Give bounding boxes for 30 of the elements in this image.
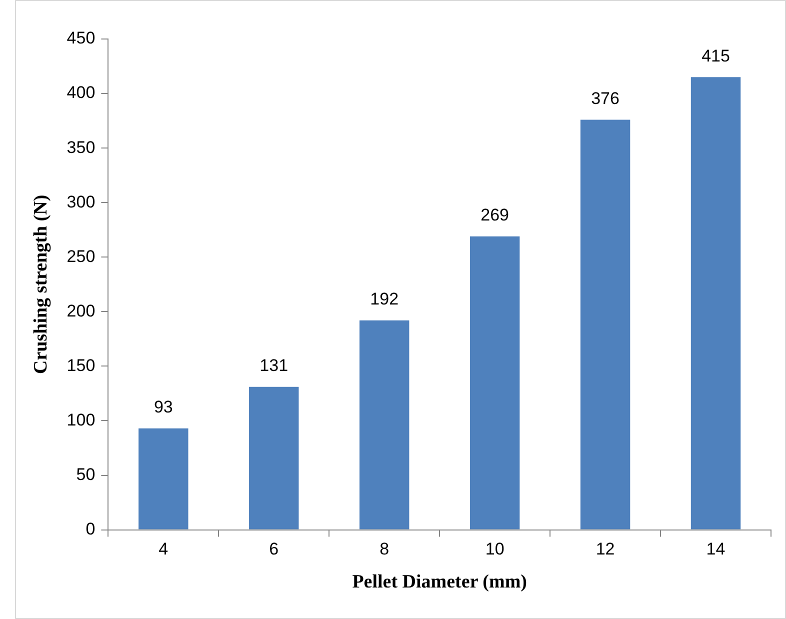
x-axis-title: Pellet Diameter (mm) [352, 572, 527, 593]
x-tick-label: 8 [380, 540, 390, 559]
y-tick-label: 0 [86, 519, 96, 538]
bar [470, 236, 520, 530]
bar [249, 386, 299, 530]
y-tick-label: 400 [66, 83, 96, 102]
y-axis-title: Crushing strength (N) [30, 194, 52, 374]
y-tick-label: 100 [66, 410, 96, 430]
y-tick-label: 450 [66, 28, 96, 48]
x-tick-label: 10 [485, 540, 504, 559]
data-label: 192 [370, 290, 399, 309]
x-tick-label: 6 [269, 540, 279, 559]
x-tick-label: 4 [158, 540, 168, 559]
x-tick-label: 14 [706, 540, 726, 559]
data-label: 131 [260, 356, 288, 376]
x-tick-label: 12 [596, 540, 615, 559]
bar [138, 428, 188, 530]
data-label: 376 [591, 88, 620, 108]
bar [690, 77, 741, 530]
bar [359, 320, 410, 530]
y-tick-label: 350 [66, 138, 96, 157]
data-label: 93 [154, 398, 173, 417]
y-tick-label: 300 [66, 192, 96, 212]
bar [580, 120, 630, 530]
y-tick-label: 200 [66, 301, 96, 320]
data-label: 269 [480, 206, 510, 225]
data-label: 415 [702, 46, 730, 66]
y-tick-label: 150 [66, 356, 96, 375]
y-tick-label: 250 [66, 246, 96, 266]
y-tick-label: 50 [76, 464, 96, 484]
